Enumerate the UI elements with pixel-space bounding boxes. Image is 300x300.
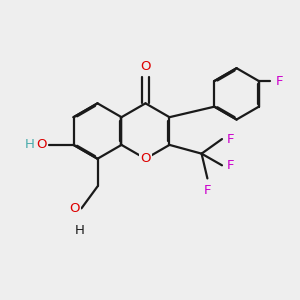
Text: F: F [276, 74, 283, 88]
Text: H: H [25, 138, 35, 152]
Text: F: F [226, 133, 234, 146]
Text: O: O [36, 138, 46, 152]
Text: O: O [70, 202, 80, 215]
Text: H: H [75, 224, 85, 237]
Text: F: F [204, 184, 211, 197]
Text: F: F [226, 159, 234, 172]
Text: O: O [140, 60, 151, 73]
Text: O: O [140, 152, 151, 165]
